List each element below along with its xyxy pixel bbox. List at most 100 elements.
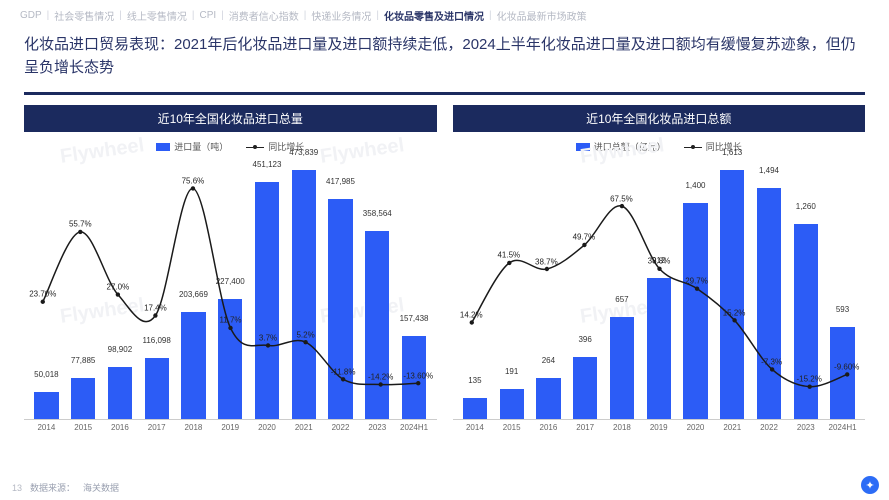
x-axis-label: 2018 — [175, 420, 212, 437]
source-text: 海关数据 — [83, 481, 119, 494]
bar — [34, 392, 58, 418]
x-axis-label: 2024H1 — [396, 420, 433, 437]
brand-logo-icon: ✦ — [861, 476, 879, 494]
x-axis-label: 2023 — [359, 420, 396, 437]
x-axis-label: 2020 — [677, 420, 714, 437]
x-axis-label: 2020 — [249, 420, 286, 437]
line-value-label: -14.2% — [368, 372, 393, 381]
bar — [181, 312, 205, 419]
line-value-label: 27.0% — [107, 282, 130, 291]
tab-separator: | — [119, 10, 122, 21]
legend-bar-swatch — [156, 143, 170, 151]
bar-value-label: 203,669 — [179, 290, 208, 301]
bar-value-label: 227,400 — [216, 277, 245, 288]
legend-right: 进口总额（亿元） 同比增长 — [453, 132, 866, 157]
source-label: 数据来源： — [30, 481, 75, 494]
x-axis-label: 2022 — [751, 420, 788, 437]
bar-value-label: 116,098 — [143, 336, 171, 347]
bar-value-label: 50,018 — [34, 370, 58, 381]
plot-left: 50,018 77,885 98,902 116,098 203,669 227,400 4… — [24, 157, 437, 437]
legend-left: 进口量（吨） 同比增长 — [24, 132, 437, 157]
bar-value-label: 451,123 — [253, 160, 282, 171]
bar — [292, 170, 316, 418]
nav-tab[interactable]: 化妆品最新市场政策 — [497, 8, 587, 23]
x-axis-label: 2015 — [493, 420, 530, 437]
line-value-label: -9.60% — [834, 362, 859, 371]
bar-group: 264 — [530, 157, 567, 419]
bar-group: 227,400 — [212, 157, 249, 419]
bar-value-label: 98,902 — [108, 345, 132, 356]
nav-tabs: GDP|社会零售情况|线上零售情况|CPI|消费者信心指数|快递业务情况|化妆品… — [0, 0, 889, 27]
tab-separator: | — [192, 10, 195, 21]
bar-group: 77,885 — [65, 157, 102, 419]
nav-tab[interactable]: 快递业务情况 — [311, 8, 371, 23]
bar — [463, 398, 487, 419]
bar-group: 135 — [457, 157, 494, 419]
chart-panel-left: 近10年全国化妆品进口总量 进口量（吨） 同比增长 50,01877,88598… — [24, 105, 437, 437]
x-axis-label: 2024H1 — [824, 420, 861, 437]
bar-value-label: 1,400 — [685, 181, 705, 192]
bar-group: 203,669 — [175, 157, 212, 419]
bar-value-label: 157,438 — [400, 314, 429, 325]
bar — [757, 188, 781, 418]
line-value-label: 67.5% — [610, 194, 633, 203]
bar — [255, 182, 279, 418]
x-axis-label: 2017 — [567, 420, 604, 437]
x-axis-label: 2016 — [102, 420, 139, 437]
x-axis-label: 2022 — [322, 420, 359, 437]
tab-separator: | — [489, 10, 492, 21]
line-value-label: 55.7% — [69, 220, 92, 229]
page-title: 化妆品进口贸易表现：2021年后化妆品进口量及进口额持续走低，2024上半年化妆… — [0, 27, 889, 84]
line-value-label: 29.7% — [685, 276, 708, 285]
chart-panel-right: 近10年全国化妆品进口总额 进口总额（亿元） 同比增长 135 191 264 396… — [453, 105, 866, 437]
line-value-label: -13.60% — [403, 371, 433, 380]
line-value-label: 3.7% — [259, 333, 277, 342]
nav-tab[interactable]: 消费者信心指数 — [229, 8, 299, 23]
line-value-label: 38.7% — [535, 257, 558, 266]
panel-title-right: 近10年全国化妆品进口总额 — [453, 105, 866, 132]
x-axis-label: 2014 — [457, 420, 494, 437]
line-value-label: 5.2% — [296, 330, 314, 339]
tab-separator: | — [221, 10, 224, 21]
bar-value-label: 77,885 — [71, 356, 95, 367]
bar-value-label: 417,985 — [326, 177, 355, 188]
bar-group: 417,985 — [322, 157, 359, 419]
legend-bar-label: 进口量（吨） — [174, 142, 228, 152]
line-value-label: 11.7% — [219, 316, 241, 325]
footer: 13 数据来源： 海关数据 — [0, 481, 889, 494]
bar — [610, 317, 634, 418]
nav-tab[interactable]: GDP — [20, 10, 42, 21]
line-value-label: 75.6% — [182, 176, 205, 185]
bar-value-label: 264 — [542, 356, 555, 367]
line-value-label: -11.8% — [331, 367, 356, 376]
x-axis-label: 2016 — [530, 420, 567, 437]
charts-row: 近10年全国化妆品进口总量 进口量（吨） 同比增长 50,01877,88598… — [0, 105, 889, 437]
bar — [500, 389, 524, 418]
nav-tab[interactable]: CPI — [200, 10, 217, 21]
line-value-label: 38.8% — [648, 257, 671, 266]
bar — [365, 231, 389, 419]
line-value-label: 23.70% — [29, 290, 56, 299]
divider — [24, 92, 865, 95]
bar-group: 1,494 — [751, 157, 788, 419]
line-value-label: 15.2% — [723, 308, 746, 317]
page-number: 13 — [12, 483, 22, 493]
line-value-label: 49.7% — [573, 233, 596, 242]
bar-value-label: 191 — [505, 367, 518, 378]
legend-line-swatch — [246, 147, 264, 148]
x-axis-label: 2019 — [212, 420, 249, 437]
legend-bar-label: 进口总额（亿元） — [594, 142, 666, 152]
plot-right: 1351912643966579121,4001,6131,4941,26059… — [453, 157, 866, 437]
x-axis-label: 2021 — [285, 420, 322, 437]
bar-value-label: 396 — [578, 335, 591, 346]
x-axis: 2014201520162017201820192020202120222023… — [453, 419, 866, 437]
x-axis-label: 2023 — [787, 420, 824, 437]
nav-tab[interactable]: 化妆品零售及进口情况 — [384, 8, 484, 23]
tab-separator: | — [47, 10, 50, 21]
x-axis-label: 2014 — [28, 420, 65, 437]
bar-group: 396 — [567, 157, 604, 419]
nav-tab[interactable]: 社会零售情况 — [54, 8, 114, 23]
bar-value-label: 1,613 — [722, 148, 742, 159]
nav-tab[interactable]: 线上零售情况 — [127, 8, 187, 23]
bar-group: 473,839 — [285, 157, 322, 419]
